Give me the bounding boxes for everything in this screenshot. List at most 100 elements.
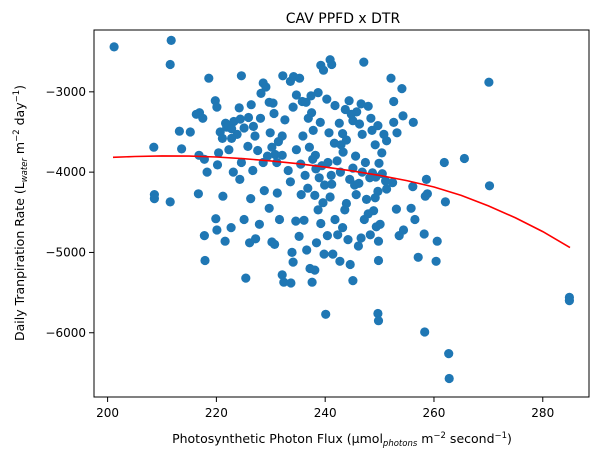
data-point bbox=[397, 84, 407, 94]
data-point bbox=[291, 145, 301, 155]
data-point bbox=[285, 177, 295, 187]
data-point bbox=[389, 117, 399, 127]
data-point bbox=[410, 214, 420, 225]
y-tick-label: −6000 bbox=[45, 326, 86, 340]
data-point bbox=[361, 194, 372, 204]
data-point bbox=[313, 88, 323, 98]
data-point bbox=[291, 90, 301, 100]
data-point bbox=[391, 204, 401, 214]
data-point bbox=[259, 186, 269, 196]
data-point bbox=[373, 236, 384, 246]
data-point bbox=[272, 188, 282, 198]
data-point bbox=[236, 157, 246, 168]
x-axis: 200 220 240 260 280 bbox=[96, 397, 554, 420]
data-point bbox=[303, 183, 313, 193]
data-point bbox=[381, 176, 391, 186]
data-point bbox=[327, 59, 337, 70]
data-point bbox=[288, 102, 298, 112]
data-point bbox=[564, 296, 575, 306]
data-point bbox=[311, 238, 322, 248]
data-point bbox=[351, 151, 361, 161]
data-point bbox=[333, 230, 343, 240]
data-point bbox=[324, 128, 334, 138]
data-point bbox=[351, 190, 361, 200]
data-point bbox=[166, 35, 176, 46]
data-point bbox=[227, 124, 237, 134]
data-point bbox=[261, 82, 271, 92]
data-point bbox=[298, 131, 308, 141]
data-point bbox=[444, 349, 454, 359]
data-point bbox=[359, 57, 369, 67]
data-point bbox=[202, 167, 212, 177]
data-point bbox=[265, 128, 275, 138]
data-point bbox=[280, 115, 290, 125]
y-tick-label: −4000 bbox=[45, 165, 86, 179]
data-point bbox=[243, 112, 254, 123]
data-point bbox=[301, 97, 311, 107]
data-point bbox=[268, 98, 278, 108]
data-point bbox=[316, 218, 326, 229]
data-point bbox=[302, 245, 312, 255]
data-point bbox=[283, 165, 293, 176]
data-point bbox=[370, 193, 380, 203]
data-point bbox=[332, 156, 342, 166]
data-point bbox=[251, 234, 261, 244]
data-point bbox=[375, 219, 385, 229]
data-point bbox=[366, 113, 376, 123]
data-point bbox=[149, 142, 159, 152]
data-point bbox=[204, 73, 214, 83]
data-points bbox=[109, 35, 575, 384]
data-point bbox=[193, 189, 203, 199]
data-point bbox=[392, 128, 402, 138]
data-point bbox=[408, 117, 418, 127]
data-point bbox=[224, 145, 234, 155]
data-point bbox=[321, 309, 331, 319]
data-point bbox=[484, 181, 495, 191]
data-point bbox=[313, 205, 323, 215]
data-point bbox=[243, 141, 253, 151]
data-point bbox=[304, 142, 314, 152]
data-point bbox=[267, 142, 277, 152]
data-point bbox=[295, 73, 305, 83]
data-point bbox=[379, 129, 389, 139]
data-point bbox=[272, 157, 282, 168]
data-point bbox=[277, 131, 287, 141]
data-point bbox=[294, 231, 304, 241]
data-point bbox=[398, 111, 408, 121]
data-point bbox=[346, 109, 356, 119]
data-point bbox=[199, 231, 209, 241]
data-point bbox=[226, 223, 236, 233]
data-point bbox=[373, 255, 384, 266]
data-point bbox=[356, 233, 366, 243]
data-point bbox=[338, 223, 348, 233]
x-axis-label: Photosynthetic Photon Flux (µmolphotons … bbox=[172, 431, 512, 449]
data-point bbox=[239, 123, 249, 133]
data-point bbox=[326, 170, 336, 180]
data-point bbox=[165, 59, 175, 70]
data-point bbox=[360, 157, 370, 168]
data-point bbox=[413, 252, 423, 262]
data-point bbox=[398, 225, 409, 235]
data-point bbox=[177, 144, 187, 154]
data-point bbox=[307, 108, 317, 118]
data-point bbox=[310, 265, 320, 275]
data-point bbox=[109, 42, 119, 52]
data-point bbox=[419, 229, 429, 239]
data-point bbox=[315, 117, 325, 127]
x-tick-label: 240 bbox=[314, 406, 337, 420]
data-point bbox=[278, 71, 288, 81]
data-point bbox=[291, 216, 301, 226]
data-point bbox=[286, 278, 296, 288]
data-point bbox=[318, 65, 329, 75]
data-point bbox=[343, 235, 353, 245]
data-point bbox=[255, 113, 266, 123]
data-point bbox=[270, 239, 280, 249]
data-point bbox=[338, 147, 348, 157]
data-point bbox=[253, 145, 263, 156]
data-point bbox=[363, 101, 373, 111]
data-point bbox=[354, 119, 365, 129]
data-point bbox=[299, 215, 309, 225]
data-point bbox=[277, 270, 287, 280]
data-point bbox=[241, 273, 251, 283]
